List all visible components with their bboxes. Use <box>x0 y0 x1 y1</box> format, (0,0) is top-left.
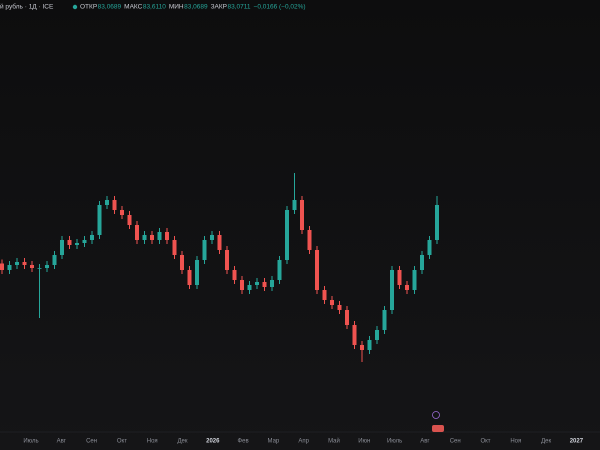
candle-body <box>360 345 364 350</box>
candle-body <box>157 232 162 240</box>
candle-body <box>300 200 304 230</box>
candle-body <box>90 235 94 240</box>
time-label: 2026 <box>206 439 220 445</box>
time-label: Фев <box>238 439 249 445</box>
candle-body <box>135 225 139 240</box>
candle-body <box>232 270 237 280</box>
candle-body <box>390 270 394 310</box>
time-label: Июль <box>23 439 38 445</box>
ohlc-legend: ОТКР 83,0689 МАКС 83,6110 МИН 83,0689 ЗАКР 83,0… <box>80 4 306 11</box>
candle-body <box>405 285 409 290</box>
status-dot <box>72 4 78 10</box>
candle-body <box>307 230 312 250</box>
time-label: Окт <box>480 439 490 445</box>
candle-body <box>82 240 87 243</box>
candle-body <box>315 250 319 290</box>
candle-body <box>165 232 169 240</box>
legend-value: 83,0711 <box>228 4 251 11</box>
candle-body <box>127 215 132 225</box>
candle-body <box>322 290 327 300</box>
time-label: Сен <box>450 439 461 445</box>
candle-body <box>412 270 417 290</box>
candle-body <box>210 235 214 240</box>
time-label: Июн <box>358 439 370 445</box>
time-label: Апр <box>298 439 309 445</box>
time-label: Ноя <box>510 439 521 445</box>
candle-body <box>397 270 402 285</box>
candle-body <box>195 260 199 285</box>
legend-value: 83,0689 <box>184 4 208 11</box>
event-marker[interactable] <box>432 411 440 419</box>
candle-body <box>277 260 282 280</box>
candle-body <box>367 340 372 350</box>
legend-label: ЗАКР <box>211 4 227 11</box>
time-label: Май <box>328 438 340 445</box>
candle-body <box>255 282 259 285</box>
legend-label: МИН <box>169 4 184 11</box>
legend-label: МАКС <box>124 4 142 11</box>
candle-body <box>7 265 12 270</box>
candle-body <box>420 255 424 270</box>
chart-title: й рубль · 1Д · ICE <box>0 3 54 11</box>
candle-body <box>352 325 357 345</box>
legend-value: 83,0689 <box>98 4 122 11</box>
candle-body <box>375 330 379 340</box>
candle-body <box>382 310 387 330</box>
candle-body <box>180 255 184 270</box>
candle-body <box>45 265 49 268</box>
time-label: Мар <box>268 439 280 445</box>
candle-body <box>225 250 229 270</box>
time-label: Ноя <box>147 439 158 445</box>
candle-body <box>337 305 342 310</box>
candle-body <box>172 240 177 255</box>
legend-label: ОТКР <box>80 4 97 11</box>
candle-body <box>105 200 109 205</box>
candle-body <box>37 268 42 269</box>
candle-body <box>270 280 274 287</box>
candle-body <box>330 300 334 305</box>
candle-body <box>292 200 297 210</box>
candle-body <box>217 235 222 250</box>
candle-body <box>0 263 4 270</box>
candle-body <box>427 240 432 255</box>
candle-body <box>240 280 244 290</box>
candle-body <box>150 235 154 240</box>
time-label: Авг <box>420 439 430 445</box>
candle-body <box>112 200 117 210</box>
candle-body <box>142 235 147 240</box>
candle-body <box>202 240 207 260</box>
candle-body <box>435 205 439 240</box>
time-label: Июль <box>387 439 402 445</box>
candle-body <box>262 282 267 287</box>
time-label: Дек <box>541 439 551 445</box>
candle-body <box>285 210 289 260</box>
candle-body <box>60 240 64 255</box>
time-label: 2027 <box>570 439 584 445</box>
legend-change: −0,0166 (−0,02%) <box>254 4 306 11</box>
legend-value: 83,6110 <box>143 4 166 11</box>
candle-body <box>97 205 102 235</box>
candle-body <box>345 310 349 325</box>
candle-body <box>187 270 192 285</box>
candle-body <box>247 285 252 290</box>
time-label: Сен <box>86 439 97 445</box>
dividend-marker[interactable] <box>432 425 444 432</box>
time-label: Авг <box>57 439 67 445</box>
candle-body <box>22 262 27 265</box>
candle-body <box>52 255 57 265</box>
time-label: Окт <box>117 439 127 445</box>
candle-body <box>15 262 19 265</box>
candle-body <box>30 265 34 268</box>
candle-body <box>67 240 72 245</box>
candle-body <box>75 243 79 245</box>
time-label: Дек <box>177 439 187 445</box>
candle-body <box>120 210 124 215</box>
